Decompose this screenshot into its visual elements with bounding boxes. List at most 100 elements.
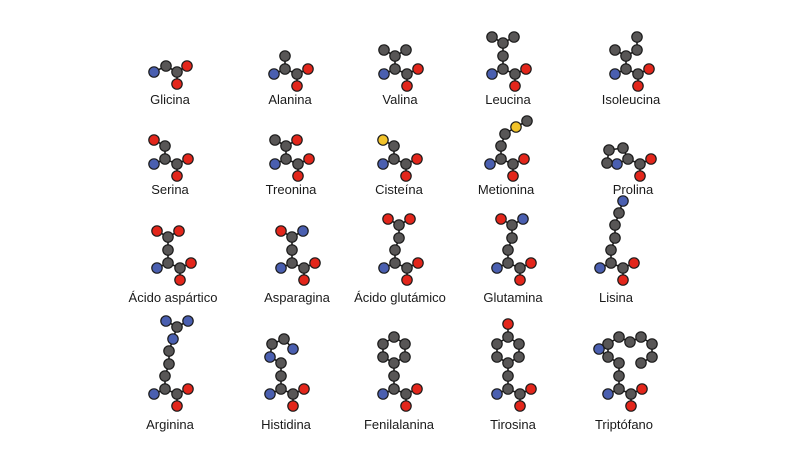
carbon-atom (497, 63, 509, 75)
atom-group (148, 315, 194, 412)
carbon-atom (159, 370, 171, 382)
oxygen-atom (404, 213, 416, 225)
nitrogen-atom (264, 351, 276, 363)
oxygen-atom (625, 400, 637, 412)
nitrogen-atom (167, 333, 179, 345)
molecule-label-fenilalanina: Fenilalanina (363, 417, 435, 432)
oxygen-atom (181, 60, 193, 72)
carbon-atom (514, 262, 526, 274)
nitrogen-atom (182, 315, 194, 327)
molecule-diagram-serina (148, 134, 194, 182)
oxygen-atom (411, 383, 423, 395)
oxygen-atom (171, 78, 183, 90)
carbon-atom (388, 383, 400, 395)
carbon-atom (502, 244, 514, 256)
molecule-cell-leucina: Leucina (438, 20, 578, 120)
carbon-atom (389, 244, 401, 256)
carbon-atom (400, 44, 412, 56)
molecule-label-cisteina: Cisteína (375, 182, 423, 197)
carbon-atom (298, 262, 310, 274)
carbon-atom (497, 50, 509, 62)
oxygen-atom (182, 153, 194, 165)
carbon-atom (377, 351, 389, 363)
molecule-label-isoleucina: Isoleucina (601, 92, 661, 107)
carbon-atom (174, 262, 186, 274)
carbon-atom (171, 321, 183, 333)
molecule-cell-glicina: Glicina (100, 20, 240, 120)
carbon-atom (624, 336, 636, 348)
carbon-atom (605, 257, 617, 269)
atom-group (268, 50, 314, 92)
molecule-label-asparagina: Asparagina (264, 290, 330, 305)
carbon-atom (159, 153, 171, 165)
carbon-atom (389, 257, 401, 269)
carbon-atom (286, 257, 298, 269)
atom-group (609, 31, 655, 92)
molecule-diagram-prolina (601, 142, 657, 182)
carbon-atom (514, 388, 526, 400)
molecule-cell-acido-aspartico: Ácido aspártico (103, 218, 243, 318)
nitrogen-atom (287, 343, 299, 355)
molecule-diagram-fenilalanina (377, 331, 423, 412)
carbon-atom (617, 262, 629, 274)
molecule-label-tirosina: Tirosina (490, 417, 536, 432)
molecule-cell-isoleucina: Isoleucina (561, 20, 701, 120)
nitrogen-atom (484, 158, 496, 170)
carbon-atom (617, 142, 629, 154)
carbon-atom (171, 66, 183, 78)
nitrogen-atom (377, 158, 389, 170)
carbon-atom (266, 338, 278, 350)
carbon-atom (625, 388, 637, 400)
carbon-atom (377, 338, 389, 350)
oxygen-atom (151, 225, 163, 237)
oxygen-atom (292, 170, 304, 182)
carbon-atom (280, 140, 292, 152)
carbon-atom (400, 388, 412, 400)
nitrogen-atom (378, 262, 390, 274)
molecule-diagram-cisteina (377, 134, 423, 182)
nitrogen-atom (148, 66, 160, 78)
carbon-atom (399, 338, 411, 350)
carbon-atom (502, 257, 514, 269)
carbon-atom (631, 31, 643, 43)
nitrogen-atom (151, 262, 163, 274)
carbon-atom (513, 351, 525, 363)
molecule-cell-asparagina: Asparagina (227, 218, 367, 318)
molecule-diagram-glicina (148, 60, 193, 90)
oxygen-atom (291, 134, 303, 146)
carbon-atom (159, 383, 171, 395)
nitrogen-atom (148, 388, 160, 400)
molecule-label-histidina: Histidina (261, 417, 311, 432)
oxygen-atom (509, 80, 521, 92)
carbon-atom (388, 140, 400, 152)
atom-group (593, 331, 658, 412)
carbon-atom (399, 351, 411, 363)
bond-group (156, 230, 192, 280)
atom-group (484, 115, 533, 182)
carbon-atom (609, 219, 621, 231)
oxygen-atom (298, 383, 310, 395)
oxygen-atom (645, 153, 657, 165)
molecule-cell-glutamina: Glutamina (443, 213, 583, 318)
carbon-atom (646, 338, 658, 350)
carbon-atom (634, 158, 646, 170)
carbon-atom (400, 158, 412, 170)
carbon-atom (495, 153, 507, 165)
carbon-atom (622, 153, 634, 165)
atom-group (594, 195, 640, 286)
bond-group (280, 230, 316, 280)
carbon-atom (286, 244, 298, 256)
oxygen-atom (148, 134, 160, 146)
carbon-atom (509, 68, 521, 80)
nitrogen-atom (264, 388, 276, 400)
oxygen-atom (302, 63, 314, 75)
carbon-atom (275, 357, 287, 369)
carbon-atom (162, 231, 174, 243)
bond-group (491, 36, 527, 86)
oxygen-atom (291, 80, 303, 92)
molecule-label-treonina: Treonina (265, 182, 317, 197)
atom-group (377, 331, 423, 412)
carbon-atom (508, 31, 520, 43)
carbon-atom (603, 144, 615, 156)
oxygen-atom (185, 257, 197, 269)
